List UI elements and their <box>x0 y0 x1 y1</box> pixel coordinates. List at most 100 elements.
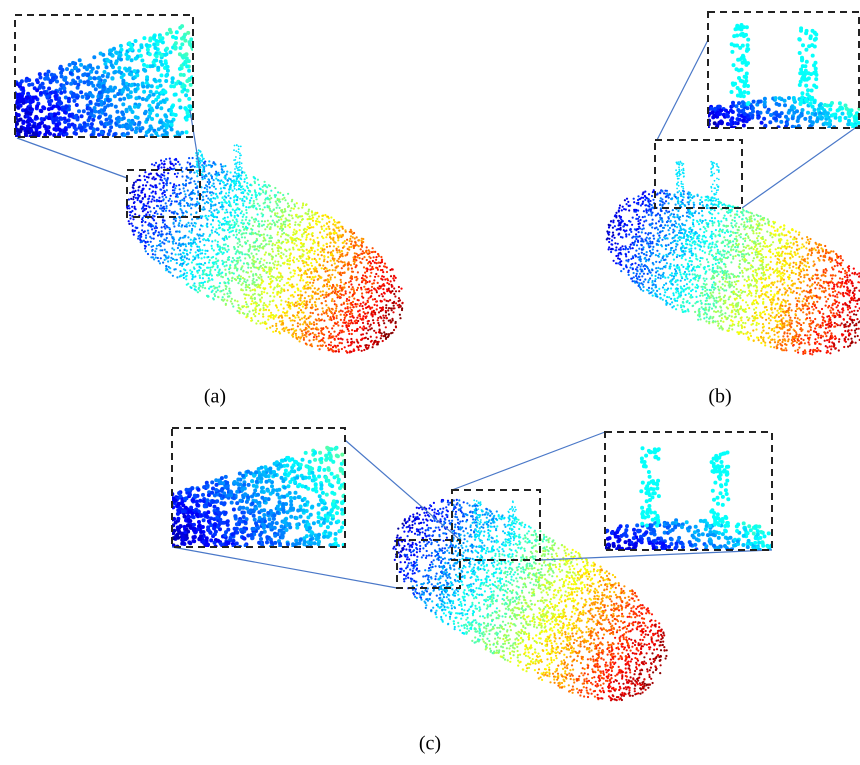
point <box>316 271 318 273</box>
point <box>282 198 284 200</box>
point <box>250 233 252 235</box>
point <box>802 353 804 355</box>
point <box>219 180 221 182</box>
point <box>674 220 676 222</box>
point <box>307 284 309 286</box>
point <box>270 215 272 217</box>
point <box>297 267 299 269</box>
point <box>194 238 196 240</box>
point <box>177 213 179 215</box>
point <box>163 160 165 162</box>
point <box>233 186 235 188</box>
point <box>742 214 744 216</box>
point <box>163 175 165 177</box>
point <box>315 318 317 320</box>
point <box>685 259 687 261</box>
point <box>191 218 193 220</box>
point <box>199 249 201 251</box>
point <box>378 311 380 313</box>
point <box>165 251 167 253</box>
point <box>673 264 675 266</box>
point <box>701 215 703 217</box>
point <box>786 270 788 272</box>
point <box>197 272 199 274</box>
point <box>349 322 351 324</box>
point <box>239 241 241 243</box>
point <box>808 343 810 345</box>
point <box>308 233 310 235</box>
point <box>155 222 157 224</box>
point <box>340 310 342 312</box>
point <box>851 311 853 313</box>
point <box>626 203 628 205</box>
point <box>251 252 253 254</box>
point <box>206 250 208 252</box>
point <box>298 336 300 338</box>
point <box>317 278 319 280</box>
point <box>363 256 365 258</box>
point <box>285 255 287 257</box>
point <box>173 218 175 220</box>
point <box>376 262 378 264</box>
point <box>799 319 801 321</box>
point <box>751 279 753 281</box>
point <box>349 240 351 242</box>
point <box>298 274 300 276</box>
point <box>238 146 240 148</box>
point <box>678 223 680 225</box>
point <box>207 281 209 283</box>
point <box>322 237 324 239</box>
point <box>301 274 303 276</box>
point <box>834 303 836 305</box>
point <box>239 169 241 171</box>
point <box>236 144 238 146</box>
point <box>153 164 155 166</box>
point <box>343 286 345 288</box>
point <box>238 188 240 190</box>
point <box>161 179 163 181</box>
point <box>270 235 272 237</box>
point <box>158 197 160 199</box>
point <box>161 233 163 235</box>
point <box>808 241 810 243</box>
point <box>206 201 208 203</box>
point <box>212 162 214 164</box>
point <box>723 289 725 291</box>
point <box>661 198 663 200</box>
point <box>796 244 798 246</box>
point <box>205 239 207 241</box>
point <box>195 251 197 253</box>
point <box>322 264 324 266</box>
point <box>823 269 825 271</box>
point <box>359 326 361 328</box>
point <box>206 191 208 193</box>
point <box>754 246 756 248</box>
point <box>359 305 361 307</box>
point <box>341 226 343 228</box>
point <box>745 253 747 255</box>
point <box>391 309 393 311</box>
point <box>362 333 364 335</box>
point <box>253 205 255 207</box>
point <box>208 261 210 263</box>
point <box>670 298 672 300</box>
point <box>354 256 356 258</box>
point <box>708 306 710 308</box>
point <box>789 274 791 276</box>
point <box>281 278 283 280</box>
point <box>257 220 259 222</box>
point <box>161 249 163 251</box>
point <box>213 186 215 188</box>
point <box>300 290 302 292</box>
point <box>241 172 243 174</box>
point <box>802 256 804 258</box>
point <box>254 307 256 309</box>
point <box>310 315 312 317</box>
point <box>630 258 632 260</box>
point <box>299 337 301 339</box>
point <box>822 335 824 337</box>
point <box>370 295 372 297</box>
point <box>148 222 150 224</box>
point <box>224 236 226 238</box>
point <box>354 245 356 247</box>
